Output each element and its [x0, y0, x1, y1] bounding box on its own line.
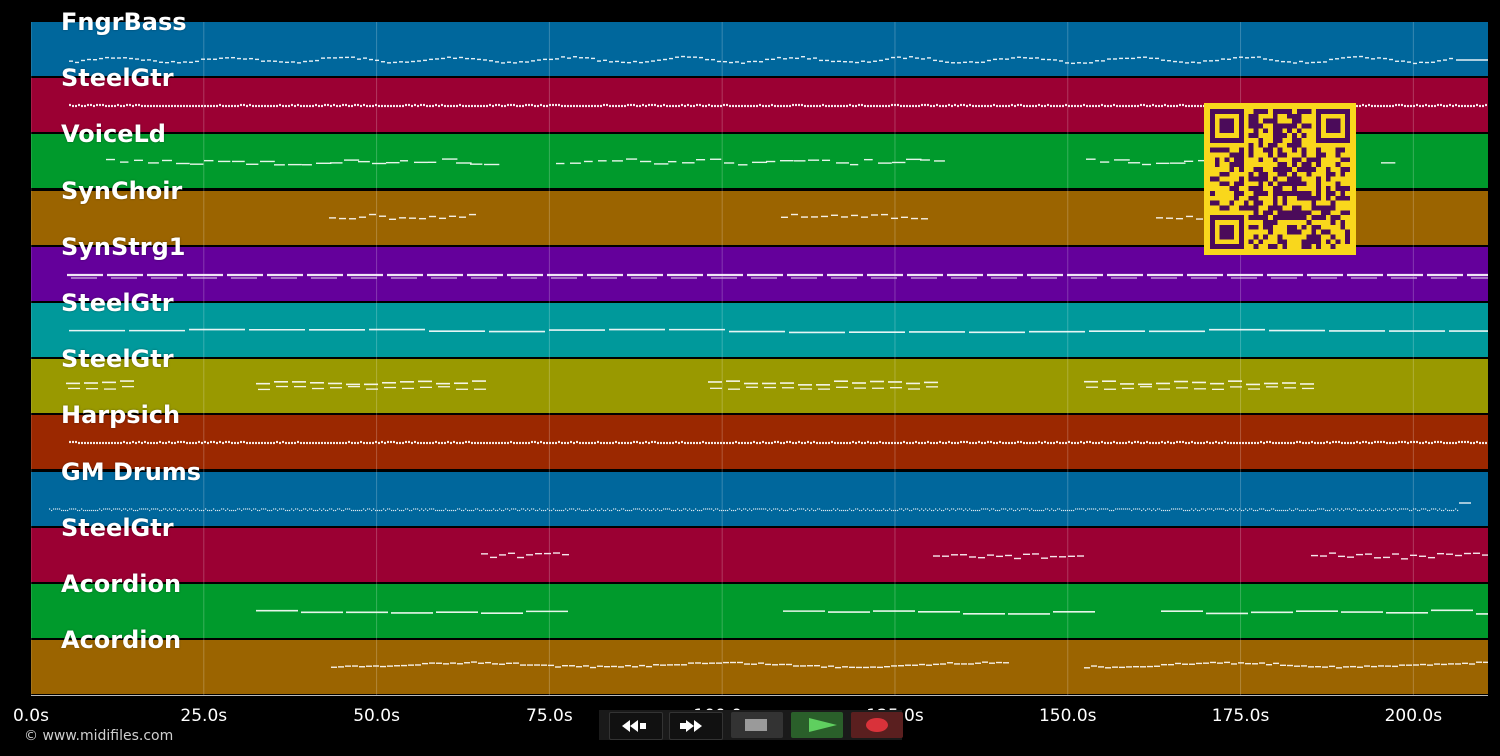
time-tick-label: 50.0s: [353, 706, 400, 726]
stop-icon: [745, 719, 767, 731]
note-events: [256, 609, 1488, 615]
copyright-credit: © www.midifiles.com: [24, 728, 174, 744]
track-label: SteelGtr: [61, 345, 174, 374]
note-events: [66, 380, 1314, 391]
track-label: SynStrg1: [61, 232, 186, 261]
time-tick-label: 200.0s: [1384, 706, 1443, 726]
track-label: Acordion: [61, 570, 182, 598]
note-events: [49, 501, 1471, 511]
record-icon: [866, 718, 888, 732]
rewind-icon: [622, 720, 646, 732]
time-tick-label: 175.0s: [1211, 706, 1270, 726]
track-lane: Acordion: [31, 626, 1488, 695]
note-events: [481, 552, 1488, 560]
time-tick-label: 75.0s: [526, 706, 573, 726]
track-lane: FngrBass: [31, 8, 1488, 76]
qr-code-icon: [1210, 109, 1350, 249]
stop-button[interactable]: [731, 712, 783, 738]
track-label: GM Drums: [61, 457, 202, 486]
note-events: [69, 328, 1488, 334]
fast-forward-button[interactable]: [669, 712, 723, 740]
track-label: FngrBass: [61, 8, 187, 36]
fast-forward-icon: [680, 720, 702, 732]
play-button[interactable]: [791, 712, 843, 738]
track-label: Acordion: [61, 626, 182, 655]
track-lane: SteelGtr: [31, 345, 1488, 414]
track-label: SynChoir: [61, 176, 183, 205]
play-icon: [809, 718, 837, 732]
note-events: [329, 213, 1203, 220]
track-label: SteelGtr: [61, 289, 174, 317]
note-events: [69, 55, 1488, 65]
record-button[interactable]: [851, 712, 903, 738]
track-lane: SynStrg1: [31, 233, 1488, 301]
track-label: VoiceLd: [61, 120, 166, 149]
time-tick-label: 150.0s: [1038, 706, 1097, 726]
note-events: [67, 273, 1488, 279]
note-events: [69, 441, 1487, 445]
time-tick-label: 0.0s: [13, 706, 49, 726]
track-lane: Acordion: [31, 570, 1488, 638]
note-events: [331, 661, 1488, 669]
transport-controls: [599, 710, 903, 740]
time-tick-label: 25.0s: [180, 706, 228, 726]
track-label: SteelGtr: [61, 513, 174, 542]
track-lanes: FngrBass SteelGtr VoiceLd SynChoir SynStrg1 S…: [31, 8, 1488, 696]
rewind-button[interactable]: [609, 712, 663, 740]
track-lane: SteelGtr: [31, 514, 1488, 582]
qr-code: [1204, 103, 1356, 255]
note-events: [106, 158, 1396, 166]
track-lane: SteelGtr: [31, 289, 1488, 357]
track-label: SteelGtr: [61, 64, 174, 93]
time-axis-line: [31, 695, 1488, 696]
track-label: Harpsich: [61, 401, 181, 430]
track-lane: Harpsich: [31, 401, 1488, 470]
track-lane: GM Drums: [31, 458, 1488, 526]
